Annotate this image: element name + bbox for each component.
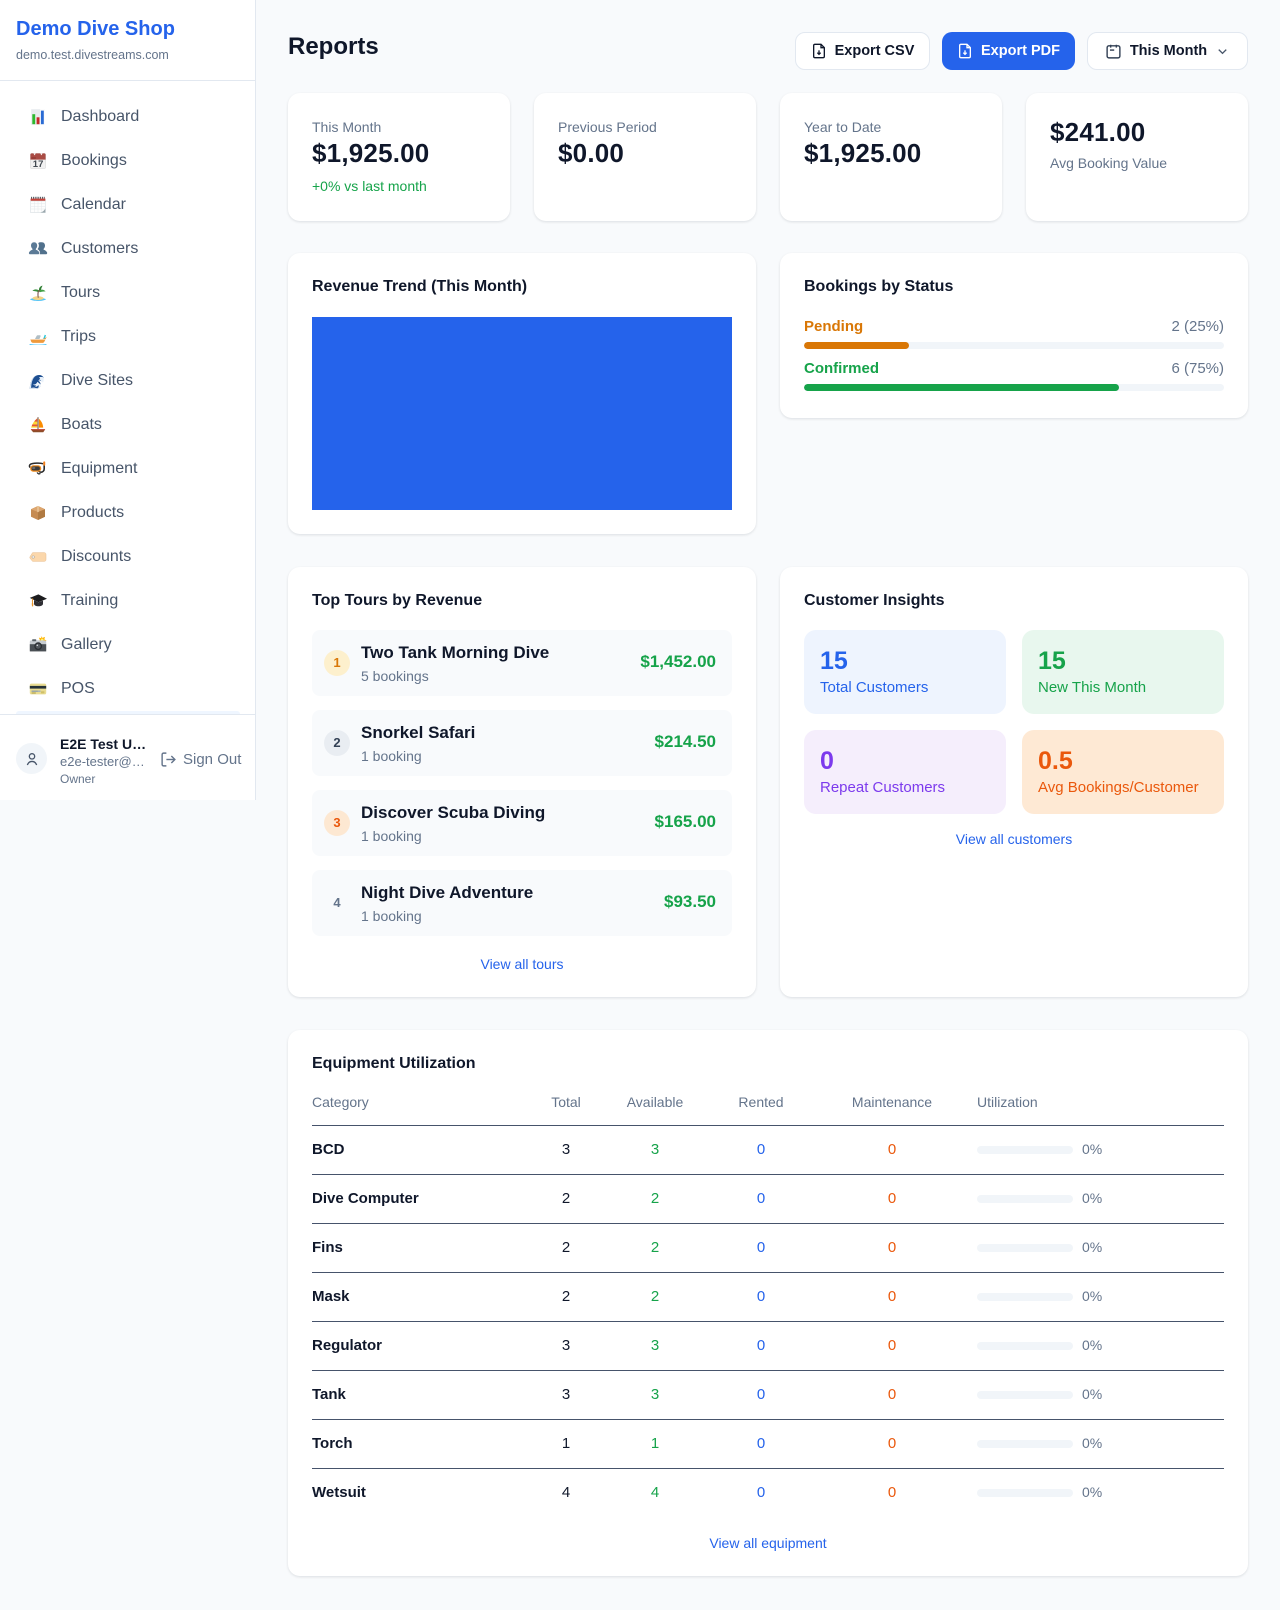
svg-text:17: 17: [33, 159, 44, 170]
